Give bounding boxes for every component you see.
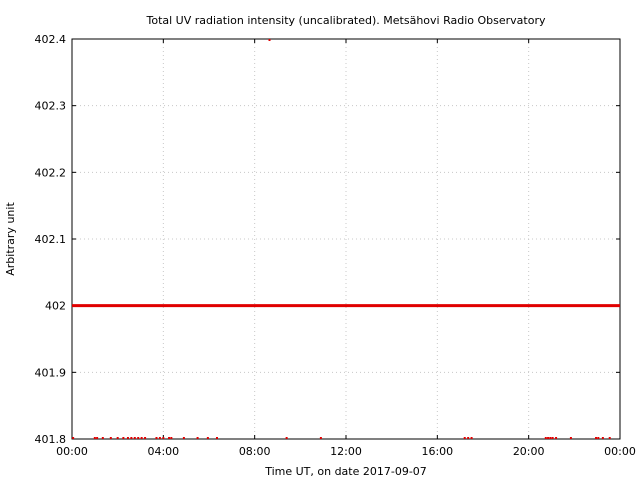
data-point-low [116,437,119,439]
x-tick-label: 00:00 [604,445,636,458]
x-tick-label: 00:00 [56,445,88,458]
data-point-low [158,437,161,439]
y-tick-label: 402 [45,300,66,313]
x-tick-label: 12:00 [330,445,362,458]
data-point-low [162,437,165,439]
data-point-low [155,437,158,439]
x-tick-label: 16:00 [421,445,453,458]
data-point-low [137,437,140,439]
data-point-low [319,437,322,439]
data-point-low [144,437,147,439]
data-point-low [206,437,209,439]
data-point-low [130,437,133,439]
data-point-low [170,437,173,439]
data-point-low [182,437,185,439]
data-point-low [140,437,143,439]
x-tick-label: 08:00 [239,445,271,458]
y-tick-label: 401.8 [35,433,67,446]
series-uv [72,39,620,439]
data-point-low [463,437,466,439]
data-point-low [101,437,104,439]
data-point-low [544,437,547,439]
tick-labels: 401.8 401.9 402 402.1 402.2 402.3 402.4 00:00 04… [35,33,636,458]
data-point-low [96,437,99,439]
data-point-high [268,39,271,41]
y-tick-label: 402.3 [35,100,67,113]
data-point-low [597,437,600,439]
data-point-low [470,437,473,439]
y-axis-label: Arbitrary unit [4,202,17,276]
data-point-low [547,437,550,439]
data-point-low [285,437,288,439]
data-point-low [595,437,598,439]
data-point-low [126,437,129,439]
data-point-low [551,437,554,439]
y-tick-label: 401.9 [35,366,67,379]
data-point-low [215,437,218,439]
data-point-low [72,437,75,439]
chart-title: Total UV radiation intensity (uncalibrat… [146,14,546,27]
x-tick-label: 04:00 [147,445,179,458]
data-point-low [549,437,552,439]
data-point-low [122,437,125,439]
data-point-low [569,437,572,439]
x-tick-label: 20:00 [513,445,545,458]
data-point-low [601,437,604,439]
y-tick-label: 402.4 [35,33,67,46]
data-point-low [555,437,558,439]
data-point-low [109,437,112,439]
data-point-low [196,437,199,439]
data-point-low [133,437,136,439]
data-point-low [608,437,611,439]
x-axis-label: Time UT, on date 2017-09-07 [264,465,427,478]
y-tick-label: 402.2 [35,166,67,179]
data-point-low [467,437,470,439]
data-point-low [168,437,171,439]
data-point-low [93,437,96,439]
y-tick-label: 402.1 [35,233,67,246]
